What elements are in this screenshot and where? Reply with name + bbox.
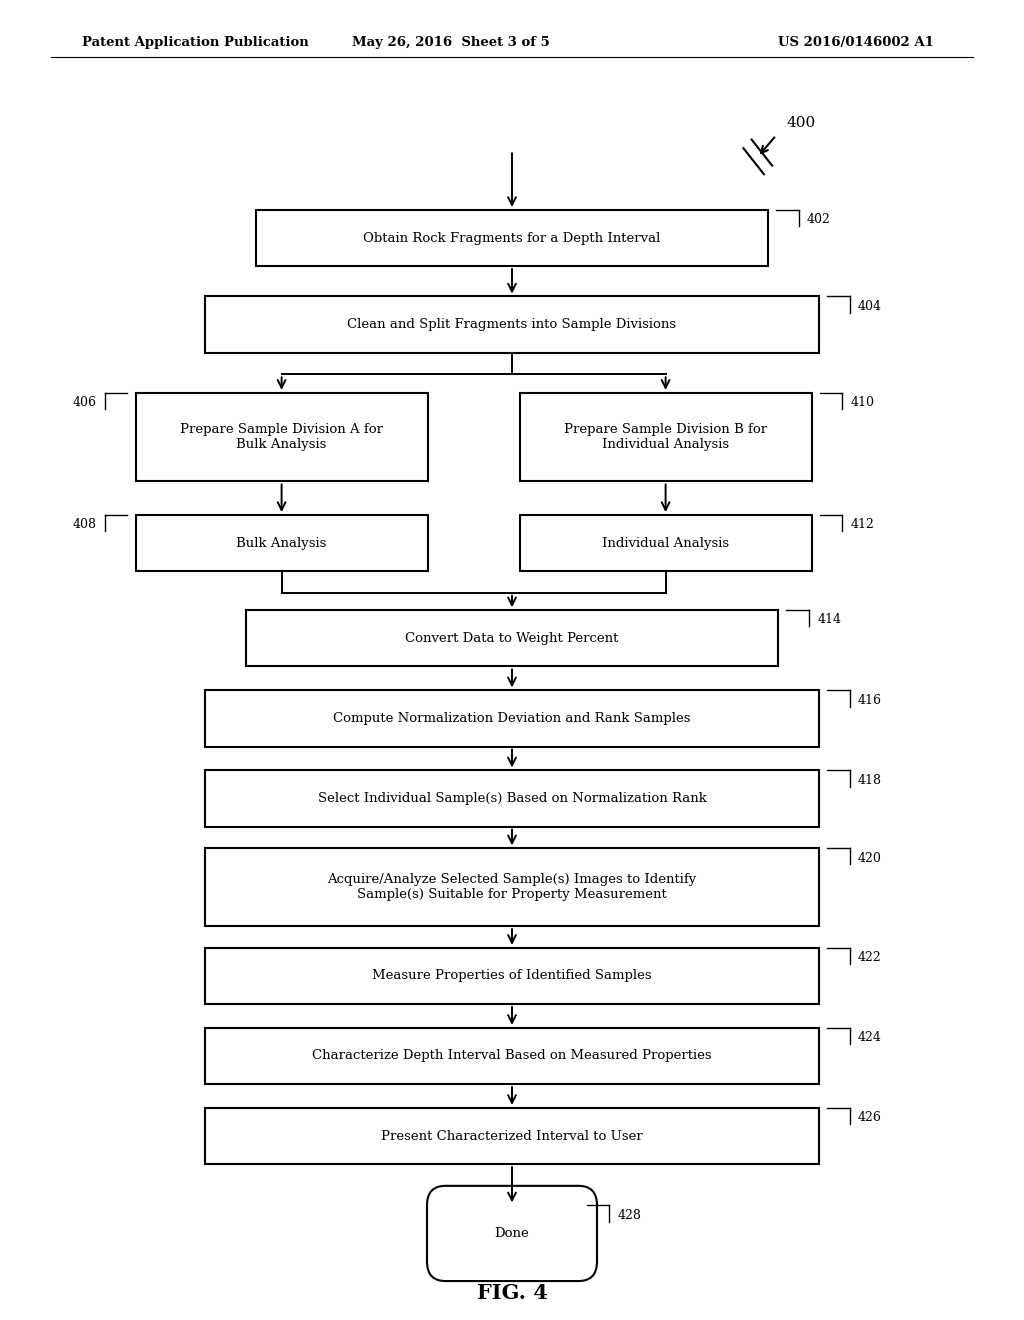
Text: May 26, 2016  Sheet 3 of 5: May 26, 2016 Sheet 3 of 5 [351, 36, 550, 49]
Text: Measure Properties of Identified Samples: Measure Properties of Identified Samples [372, 969, 652, 982]
Text: 410: 410 [850, 396, 874, 409]
FancyBboxPatch shape [256, 210, 768, 267]
Text: 426: 426 [858, 1111, 882, 1125]
Text: US 2016/0146002 A1: US 2016/0146002 A1 [778, 36, 934, 49]
Text: 402: 402 [807, 213, 830, 226]
Text: 414: 414 [817, 614, 841, 627]
Text: 428: 428 [617, 1209, 641, 1221]
FancyBboxPatch shape [205, 297, 819, 352]
Text: Present Characterized Interval to User: Present Characterized Interval to User [381, 1130, 643, 1143]
FancyBboxPatch shape [520, 393, 811, 482]
FancyBboxPatch shape [205, 771, 819, 826]
FancyBboxPatch shape [205, 690, 819, 747]
Text: Select Individual Sample(s) Based on Normalization Rank: Select Individual Sample(s) Based on Nor… [317, 792, 707, 805]
FancyBboxPatch shape [136, 393, 428, 482]
FancyBboxPatch shape [205, 1028, 819, 1084]
Text: Done: Done [495, 1228, 529, 1239]
Text: Acquire/Analyze Selected Sample(s) Images to Identify
Sample(s) Suitable for Pro: Acquire/Analyze Selected Sample(s) Image… [328, 874, 696, 902]
Text: Characterize Depth Interval Based on Measured Properties: Characterize Depth Interval Based on Mea… [312, 1049, 712, 1063]
Text: 416: 416 [858, 693, 882, 706]
FancyBboxPatch shape [136, 515, 428, 572]
Text: Bulk Analysis: Bulk Analysis [237, 537, 327, 549]
Text: 420: 420 [858, 851, 882, 865]
Text: 418: 418 [858, 774, 882, 787]
Text: Obtain Rock Fragments for a Depth Interval: Obtain Rock Fragments for a Depth Interv… [364, 231, 660, 244]
Text: Prepare Sample Division B for
Individual Analysis: Prepare Sample Division B for Individual… [564, 424, 767, 451]
Text: 406: 406 [73, 396, 97, 409]
Text: 400: 400 [786, 116, 816, 129]
Text: 424: 424 [858, 1031, 882, 1044]
FancyBboxPatch shape [520, 515, 811, 572]
FancyBboxPatch shape [205, 948, 819, 1005]
FancyBboxPatch shape [246, 610, 778, 667]
Text: Prepare Sample Division A for
Bulk Analysis: Prepare Sample Division A for Bulk Analy… [180, 424, 383, 451]
Text: FIG. 4: FIG. 4 [476, 1283, 548, 1303]
Text: 422: 422 [858, 950, 882, 964]
Text: 412: 412 [850, 519, 874, 531]
Text: Convert Data to Weight Percent: Convert Data to Weight Percent [406, 632, 618, 645]
Text: 404: 404 [858, 300, 882, 313]
Text: Individual Analysis: Individual Analysis [602, 537, 729, 549]
FancyBboxPatch shape [205, 849, 819, 927]
Text: Clean and Split Fragments into Sample Divisions: Clean and Split Fragments into Sample Di… [347, 318, 677, 331]
FancyBboxPatch shape [427, 1185, 597, 1280]
Text: Patent Application Publication: Patent Application Publication [82, 36, 308, 49]
FancyBboxPatch shape [205, 1107, 819, 1164]
Text: 408: 408 [73, 519, 97, 531]
Text: Compute Normalization Deviation and Rank Samples: Compute Normalization Deviation and Rank… [333, 711, 691, 725]
